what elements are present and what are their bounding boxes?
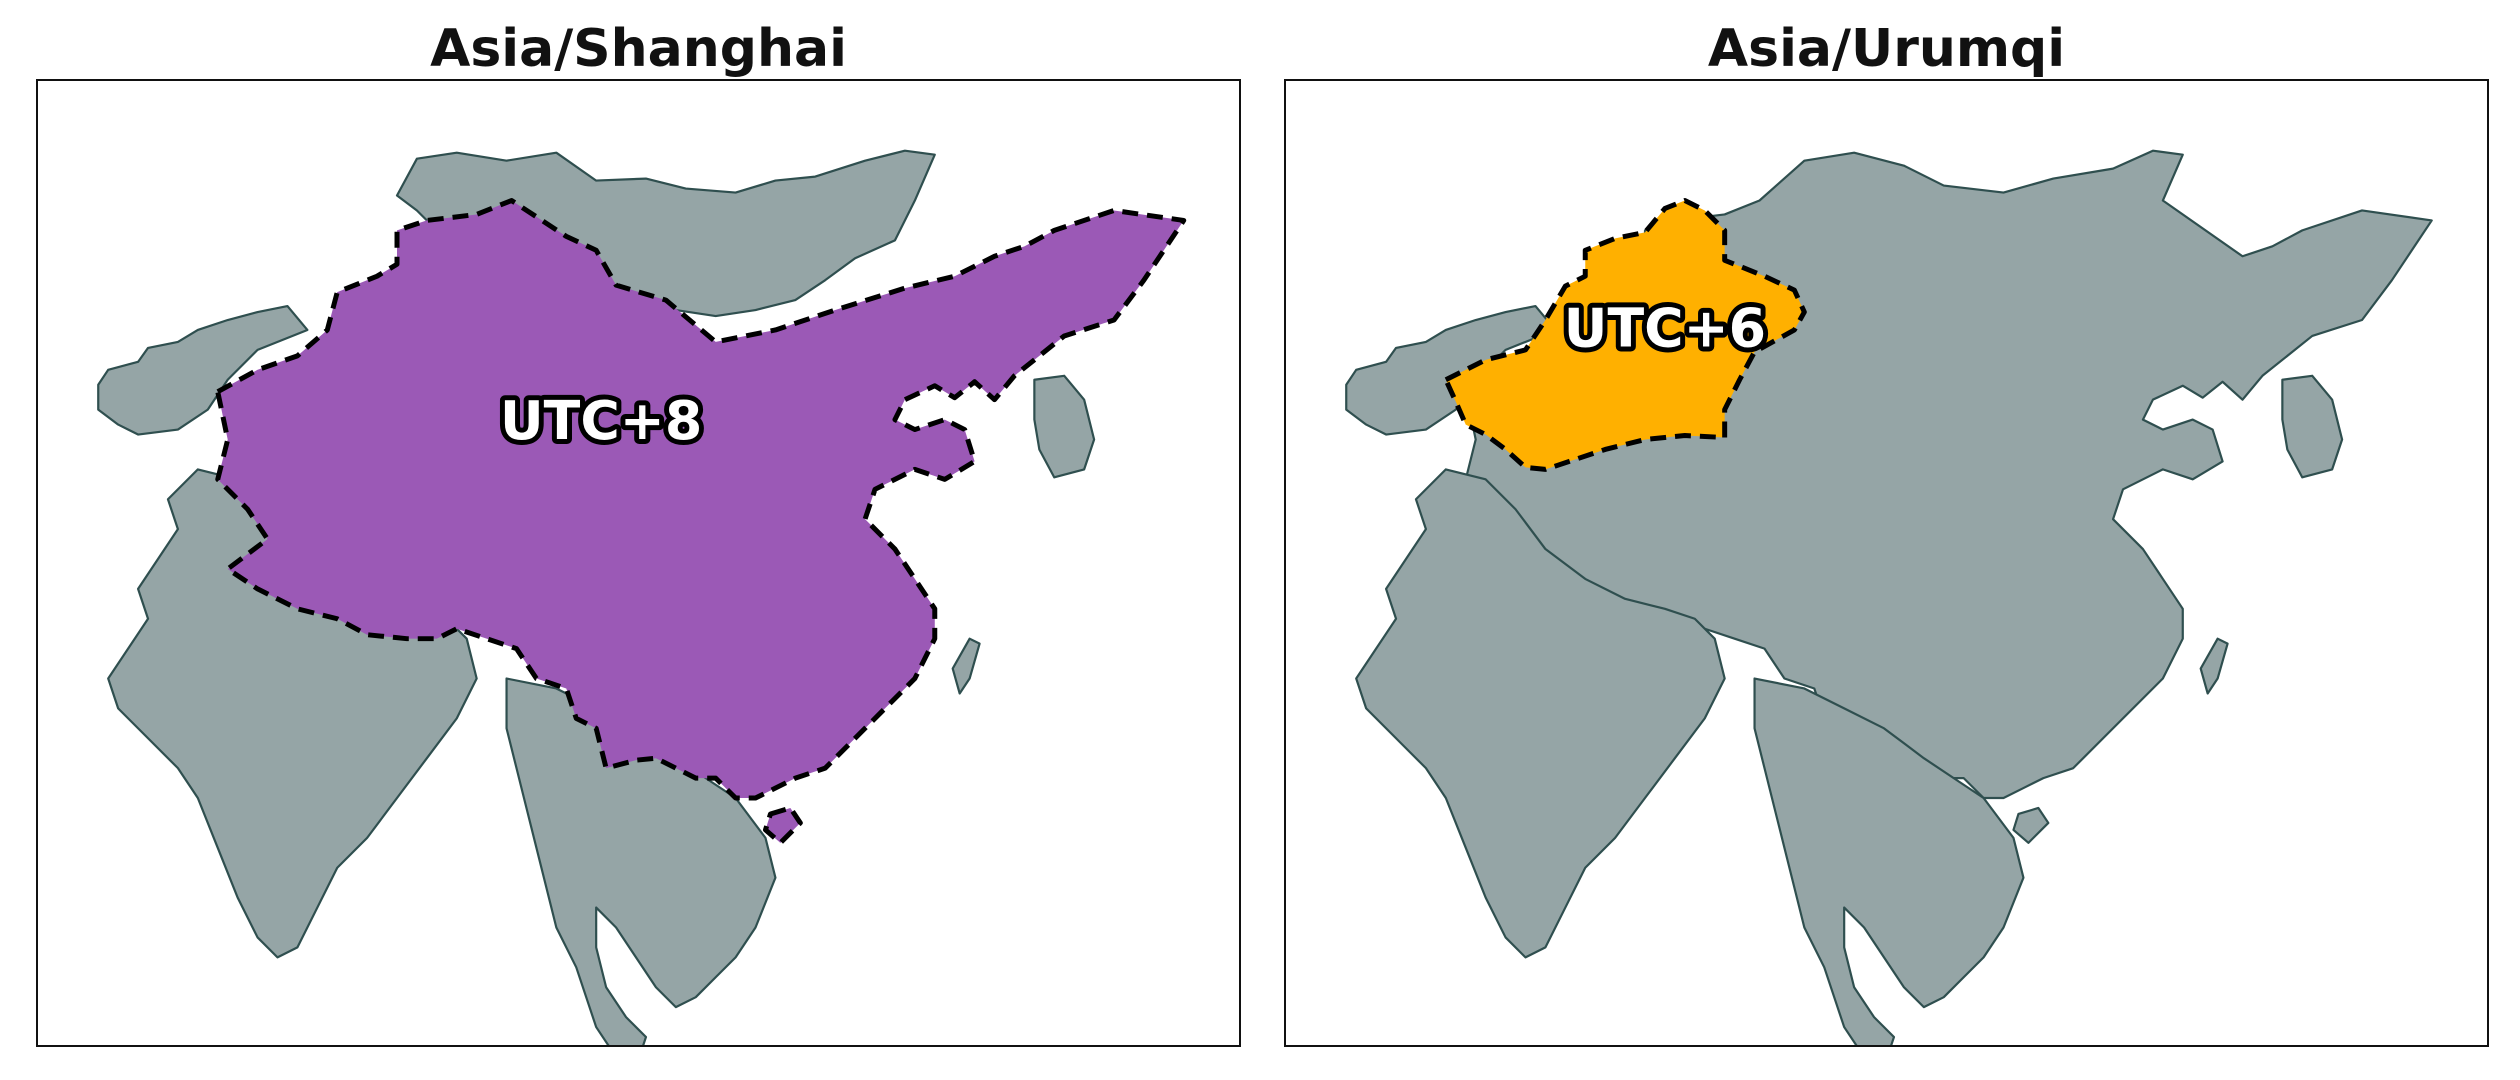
taiwan-region [951, 637, 981, 695]
korea-region [1033, 374, 1096, 479]
korea-region [2281, 374, 2344, 479]
left-map-svg: UTC+8 [97, 149, 1187, 1045]
china-highlight [215, 198, 1187, 801]
utc-label: UTC+6 [1564, 297, 1766, 360]
xinjiang-highlight [1443, 198, 1807, 472]
right-map-panel: UTC+6 [1284, 79, 2489, 1047]
taiwan-region [2199, 637, 2229, 695]
left-map-panel: UTC+8 [36, 79, 1241, 1047]
central-asia-region [1345, 304, 1557, 436]
hainan-region [2012, 806, 2050, 844]
basemap-land [1345, 149, 2433, 1045]
hainan-highlight [762, 805, 803, 846]
right-map-svg: UTC+6 [1345, 149, 2433, 1045]
southeast-asia-region [505, 677, 777, 1045]
india-region [1355, 468, 1726, 959]
left-panel-title: Asia/Shanghai [430, 19, 847, 79]
right-panel-title: Asia/Urumqi [1707, 19, 2066, 79]
central-asia-region [97, 304, 309, 436]
southeast-asia-region [1753, 677, 2025, 1045]
utc-label: UTC+8 [500, 389, 702, 452]
